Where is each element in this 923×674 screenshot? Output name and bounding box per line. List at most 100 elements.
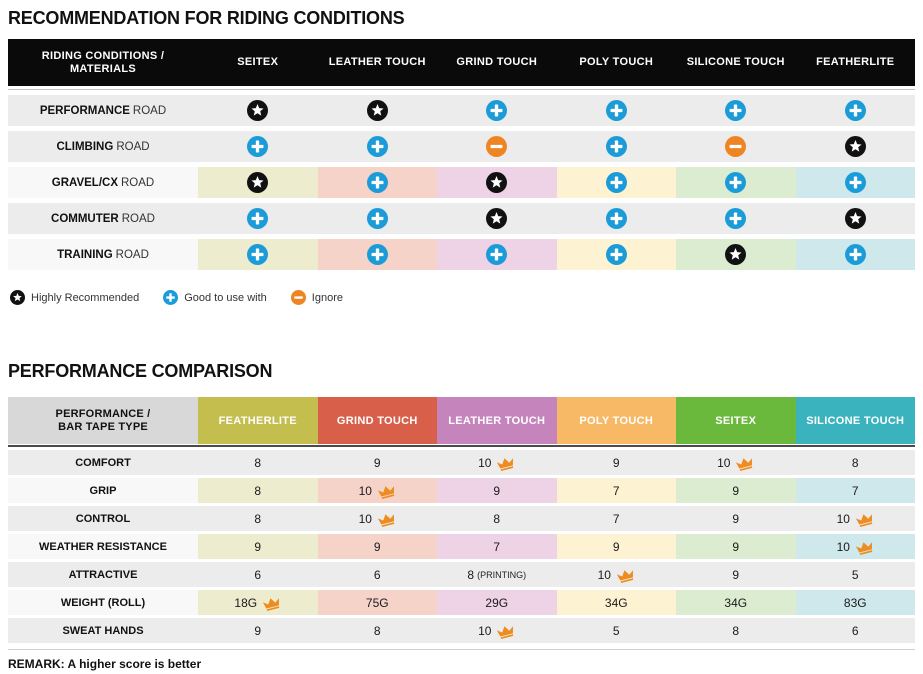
score-value: 83G [843,595,867,610]
star-icon [247,172,269,193]
legend-label: Highly Recommended [31,291,140,304]
score-value: 34G [604,595,628,610]
row-label-bold: CLIMBING [56,140,114,153]
score-cell: 9 [676,478,796,503]
score-cell: 75G [317,590,437,615]
column-header-silicone-touch: SILICONE TOUCH [795,397,915,444]
corner-header: RIDING CONDITIONS / MATERIALS [8,50,198,76]
column-header-poly-touch: POLY TOUCH [579,56,654,68]
rating-cell [795,131,915,162]
row-label: CLIMBING ROAD [8,131,198,162]
star-icon [725,244,747,265]
remark: REMARK: A higher score is better [8,649,915,671]
score-cell: 10 [676,450,796,475]
row-label: TRAINING ROAD [8,239,198,270]
crown-icon [262,596,281,611]
column-header-poly-touch: POLY TOUCH [556,397,676,444]
corner-header-line1: PERFORMANCE / [55,407,151,420]
score-value: 10 [836,511,850,526]
plus-icon [366,136,388,157]
score-cell: 6 [317,562,437,587]
row-label-bold: WEATHER RESISTANCE [39,540,167,553]
score-value: 18G [234,595,258,610]
score-cell: 9 [676,506,796,531]
performance-row: WEIGHT (ROLL) 18G 75G 29G 34G 34G 83G [8,590,915,615]
score-cell: 10 [795,506,915,531]
row-label: COMMUTER ROAD [8,203,198,234]
score-value: 9 [732,567,740,582]
row-label-rest: ROAD [121,212,155,225]
performance-comparison-header: PERFORMANCE / BAR TAPE TYPE FEATHERLITE … [8,397,915,444]
score-value: 9 [373,455,381,470]
plus-icon [247,244,269,265]
star-icon [486,208,508,229]
score-cell: 9 [317,450,437,475]
legend-item-highly-recommended: Highly Recommended [10,290,139,305]
rating-cell [437,239,557,270]
rating-cell [556,239,676,270]
score-value: 9 [732,483,740,498]
plus-icon [844,100,866,121]
score-note: (PRINTING) [477,569,527,580]
plus-icon [844,172,866,193]
plus-icon [163,290,179,305]
row-label: PERFORMANCE ROAD [8,95,198,126]
plus-icon [605,100,627,121]
score-value: 7 [612,511,620,526]
plus-icon [247,208,269,229]
score-value: 8 [254,511,262,526]
row-label-bold: TRAINING [57,248,113,261]
column-header-featherlite: FEATHERLITE [816,56,895,68]
score-value: 10 [717,455,731,470]
legend: Highly Recommended Good to use with Igno… [8,290,915,305]
plus-icon [605,136,627,157]
score-value: 7 [612,483,620,498]
score-cell: 8 [437,506,557,531]
riding-conditions-row: CLIMBING ROAD [8,131,915,162]
riding-conditions-row: GRAVEL/CX ROAD [8,167,915,198]
score-cell: 9 [437,478,557,503]
crown-icon [377,484,396,499]
score-value: 8 [373,623,381,638]
row-label: SWEAT HANDS [8,618,198,643]
rating-cell [317,239,437,270]
plus-icon [725,172,747,193]
row-label-bold: WEIGHT (ROLL) [60,596,146,609]
plus-icon [725,100,747,121]
rating-cell [556,203,676,234]
score-value: 9 [254,539,262,554]
legend-label: Ignore [311,291,343,304]
score-value: 9 [612,539,620,554]
row-label-rest: ROAD [121,176,155,189]
row-label-bold: SWEAT HANDS [62,624,144,637]
score-value: 10 [836,539,850,554]
score-cell: 10 [317,506,437,531]
score-cell: 34G [676,590,796,615]
legend-item-good-to-use: Good to use with [163,290,267,305]
crown-icon [855,540,874,555]
rating-cell [556,95,676,126]
column-header-seitex: SEITEX [676,397,796,444]
performance-row: COMFORT 8 9 10 9 10 8 [8,450,915,475]
riding-conditions-row: COMMUTER ROAD [8,203,915,234]
rating-cell [437,203,557,234]
rating-cell [437,95,557,126]
score-cell: 9 [198,618,318,643]
row-label: GRAVEL/CX ROAD [8,167,198,198]
score-cell: 6 [198,562,318,587]
row-label: CONTROL [8,506,198,531]
row-label: WEATHER RESISTANCE [8,534,198,559]
performance-row: WEATHER RESISTANCE 9 9 7 9 9 10 [8,534,915,559]
column-header-leather-touch: LEATHER TOUCH [328,56,426,68]
row-label-rest: ROAD [132,104,167,117]
score-cell: 9 [198,534,318,559]
plus-icon [725,208,747,229]
rating-cell [676,131,796,162]
score-cell: 10 [795,534,915,559]
rating-cell [795,239,915,270]
score-cell: 10 [556,562,676,587]
crown-icon [855,512,874,527]
row-label-rest: ROAD [116,140,150,153]
corner-header-line1: RIDING CONDITIONS / [41,49,165,62]
